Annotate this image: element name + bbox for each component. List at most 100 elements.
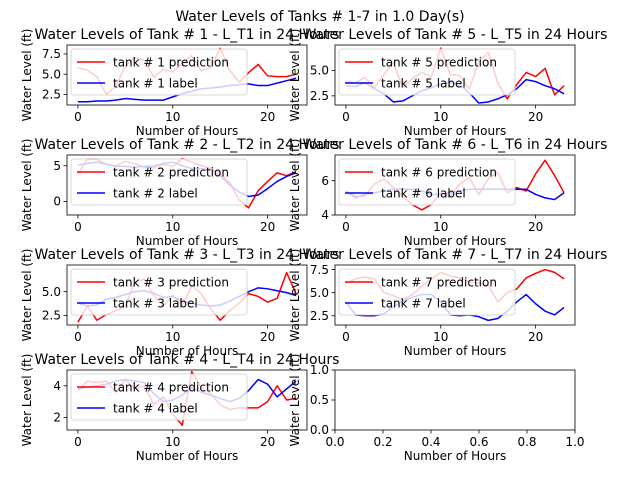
x-tick-label: 10 <box>165 220 180 234</box>
legend-label: tank # 5 prediction <box>381 56 497 70</box>
subplot-title: Water Levels of Tank # 7 - L_T7 in 24 Ho… <box>303 247 608 263</box>
x-tick-label: 0 <box>74 435 82 449</box>
x-tick-label: 0.2 <box>373 435 392 449</box>
x-tick-label: 0 <box>74 110 82 124</box>
x-axis-label: Number of Hours <box>404 344 507 358</box>
x-tick-label: 0.4 <box>421 435 440 449</box>
legend-label: tank # 5 label <box>381 77 466 91</box>
subplot-title: Water Levels of Tank # 1 - L_T1 in 24 Ho… <box>35 27 340 43</box>
legend-label: tank # 7 label <box>381 297 466 311</box>
legend-label: tank # 3 label <box>113 297 198 311</box>
x-tick-label: 10 <box>433 220 448 234</box>
legend: tank # 4 prediction tank # 4 label <box>70 373 248 421</box>
legend-label: tank # 6 label <box>381 187 466 201</box>
y-tick-label: 0 <box>53 195 61 209</box>
x-tick-label: 0 <box>74 330 82 344</box>
axes-frame <box>66 369 308 431</box>
legend: tank # 6 prediction tank # 6 label <box>338 158 516 206</box>
x-tick-label: 20 <box>528 220 543 234</box>
axes-frame <box>334 154 576 216</box>
legend-label: tank # 6 prediction <box>381 166 497 180</box>
x-tick-label: 0 <box>74 220 82 234</box>
legend-box <box>70 268 248 316</box>
x-tick-label: 20 <box>528 110 543 124</box>
x-axis-label: Number of Hours <box>136 234 239 248</box>
y-axis-label: Water Level (ft) <box>288 139 302 232</box>
legend-box <box>338 158 516 206</box>
legend-box <box>338 48 516 96</box>
y-tick-label: 0.5 <box>310 393 329 407</box>
y-axis-label: Water Level (ft) <box>288 354 302 447</box>
x-tick-label: 10 <box>165 330 180 344</box>
legend-label: tank # 1 prediction <box>113 56 229 70</box>
x-tick-label: 20 <box>260 435 275 449</box>
y-tick-label: 7.5 <box>42 47 61 61</box>
y-tick-label: 7.5 <box>310 263 329 277</box>
y-tick-label: 6 <box>321 174 329 188</box>
x-axis-label: Number of Hours <box>404 124 507 138</box>
x-tick-label: 20 <box>260 220 275 234</box>
subplot-3: 0 10 20 0 5 Number of Hours Water Level (ft) ta… <box>20 137 339 248</box>
figure-suptitle: Water Levels of Tanks # 1-7 in 1.0 Day(s… <box>175 9 464 25</box>
x-tick-label: 0.0 <box>325 435 344 449</box>
subplot-2: 0 10 20 2.5 5.0 Number of Hours Water Level (f… <box>288 27 607 138</box>
subplot-8: 0.0 0.2 0.4 0.6 0.8 1.0 0.0 0.5 1.0 Number of Hou… <box>288 354 585 463</box>
legend-box <box>70 373 248 421</box>
y-tick-label: 5.0 <box>310 286 329 300</box>
legend: tank # 5 prediction tank # 5 label <box>338 48 516 96</box>
y-axis-label: Water Level (ft) <box>288 29 302 122</box>
y-tick-label: 1.0 <box>310 363 329 377</box>
x-axis-label: Number of Hours <box>404 234 507 248</box>
axes-frame <box>66 264 308 326</box>
legend-label: tank # 3 prediction <box>113 276 229 290</box>
legend-box <box>70 48 248 96</box>
y-axis-label: Water Level (ft) <box>288 249 302 342</box>
x-tick-label: 20 <box>528 330 543 344</box>
y-tick-label: 2.5 <box>310 89 329 103</box>
x-tick-label: 1.0 <box>565 435 584 449</box>
subplot-title: Water Levels of Tank # 2 - L_T2 in 24 Ho… <box>35 137 340 153</box>
subplot-6: 0 10 20 2.5 5.0 7.5 Number of Hours Water Level… <box>288 247 607 358</box>
legend-label: tank # 2 label <box>113 187 198 201</box>
y-tick-label: 2.5 <box>42 309 61 323</box>
x-tick-label: 10 <box>165 110 180 124</box>
legend: tank # 2 prediction tank # 2 label <box>70 158 248 206</box>
x-tick-label: 0.8 <box>517 435 536 449</box>
axes-frame <box>66 44 308 106</box>
subplot-5: 0 10 20 2.5 5.0 Number of Hours Water Level (f… <box>20 247 339 358</box>
y-tick-label: 5.0 <box>42 285 61 299</box>
y-axis-label: Water Level (ft) <box>20 249 34 342</box>
subplot-title: Water Levels of Tank # 6 - L_T6 in 24 Ho… <box>303 137 608 153</box>
y-tick-label: 4 <box>53 379 61 393</box>
x-tick-label: 20 <box>260 110 275 124</box>
x-axis-label: Number of Hours <box>136 124 239 138</box>
legend-label: tank # 4 label <box>113 402 198 416</box>
y-tick-label: 2.5 <box>310 309 329 323</box>
axes-frame <box>66 154 308 216</box>
y-axis-label: Water Level (ft) <box>20 139 34 232</box>
x-axis-label: Number of Hours <box>136 449 239 463</box>
legend-label: tank # 7 prediction <box>381 276 497 290</box>
x-axis-label: Number of Hours <box>404 449 507 463</box>
legend-box <box>338 268 516 316</box>
legend: tank # 7 prediction tank # 7 label <box>338 268 516 316</box>
x-tick-label: 10 <box>165 435 180 449</box>
axes-frame <box>334 264 576 326</box>
y-axis-label: Water Level (ft) <box>20 29 34 122</box>
subplot-1: 0 10 20 2.5 5.0 7.5 Number of Hours Water Level… <box>20 27 339 138</box>
y-tick-label: 5.0 <box>310 64 329 78</box>
y-tick-label: 2 <box>53 411 61 425</box>
legend-label: tank # 1 label <box>113 77 198 91</box>
y-tick-label: 2.5 <box>42 88 61 102</box>
axes-frame <box>334 44 576 106</box>
x-tick-label: 0 <box>342 110 350 124</box>
y-tick-label: 0.0 <box>310 423 329 437</box>
x-tick-label: 0 <box>342 330 350 344</box>
subplot-title: Water Levels of Tank # 3 - L_T3 in 24 Ho… <box>35 247 340 263</box>
y-tick-label: 5.0 <box>42 67 61 81</box>
x-axis-label: Number of Hours <box>136 344 239 358</box>
x-tick-label: 10 <box>433 330 448 344</box>
x-tick-label: 0 <box>342 220 350 234</box>
